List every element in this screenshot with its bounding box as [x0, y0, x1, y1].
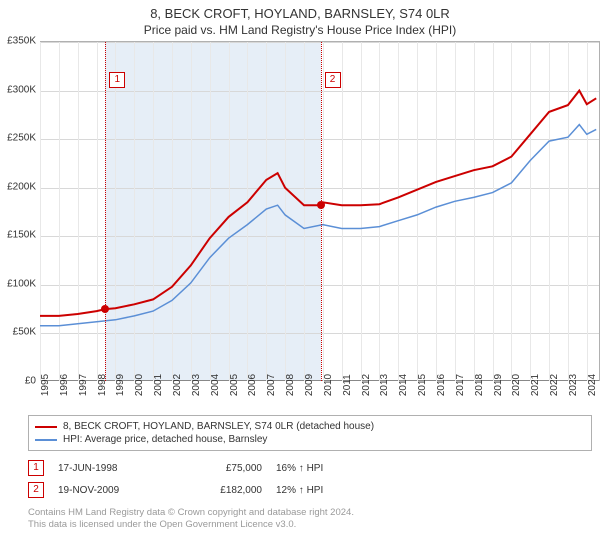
events-table: 1 17-JUN-1998 £75,000 16% ↑ HPI 2 19-NOV-2009…: [28, 457, 592, 501]
x-tick-label: 2022: [549, 374, 560, 396]
x-tick-label: 2004: [210, 374, 221, 396]
event-date: 17-JUN-1998: [58, 463, 178, 474]
event-badge: 1: [109, 72, 125, 88]
x-tick-label: 2019: [493, 374, 504, 396]
y-tick-label: £350K: [0, 36, 36, 47]
event-row: 2 19-NOV-2009 £182,000 12% ↑ HPI: [28, 479, 592, 501]
y-tick-label: £150K: [0, 230, 36, 241]
event-hpi-diff: 12% ↑ HPI: [276, 485, 366, 496]
legend: 8, BECK CROFT, HOYLAND, BARNSLEY, S74 0L…: [28, 415, 592, 451]
x-tick-label: 2001: [153, 374, 164, 396]
x-tick-label: 2005: [229, 374, 240, 396]
y-tick-label: £250K: [0, 133, 36, 144]
chart-title: 8, BECK CROFT, HOYLAND, BARNSLEY, S74 0L…: [0, 0, 600, 21]
x-tick-label: 2013: [379, 374, 390, 396]
plot-region: 12: [40, 41, 600, 381]
x-tick-label: 2023: [568, 374, 579, 396]
attribution-line: This data is licensed under the Open Gov…: [28, 519, 592, 531]
legend-item: HPI: Average price, detached house, Barn…: [35, 433, 585, 446]
chart-subtitle: Price paid vs. HM Land Registry's House …: [0, 21, 600, 41]
x-tick-label: 2018: [474, 374, 485, 396]
x-tick-label: 2011: [342, 374, 353, 396]
x-tick-label: 2006: [247, 374, 258, 396]
legend-swatch: [35, 426, 57, 428]
x-tick-label: 2002: [172, 374, 183, 396]
x-tick-label: 1996: [59, 374, 70, 396]
x-tick-label: 1999: [115, 374, 126, 396]
x-tick-label: 2010: [323, 374, 334, 396]
legend-label: HPI: Average price, detached house, Barn…: [63, 434, 267, 445]
y-tick-label: £300K: [0, 84, 36, 95]
event-price: £182,000: [192, 485, 262, 496]
legend-swatch: [35, 439, 57, 441]
event-point-icon: [317, 201, 325, 209]
x-tick-label: 2012: [361, 374, 372, 396]
x-tick-label: 2008: [285, 374, 296, 396]
event-hpi-diff: 16% ↑ HPI: [276, 463, 366, 474]
event-row: 1 17-JUN-1998 £75,000 16% ↑ HPI: [28, 457, 592, 479]
legend-label: 8, BECK CROFT, HOYLAND, BARNSLEY, S74 0L…: [63, 421, 374, 432]
legend-and-footer: 8, BECK CROFT, HOYLAND, BARNSLEY, S74 0L…: [28, 415, 592, 532]
event-marker-line: [321, 42, 322, 381]
chart-area: 12 £0£50K£100K£150K£200K£250K£300K£350K1…: [40, 41, 600, 411]
x-tick-label: 2015: [417, 374, 428, 396]
x-tick-label: 2021: [530, 374, 541, 396]
event-date: 19-NOV-2009: [58, 485, 178, 496]
x-tick-label: 2009: [304, 374, 315, 396]
x-tick-label: 1995: [40, 374, 51, 396]
y-tick-label: £0: [0, 376, 36, 387]
event-badge: 2: [28, 482, 44, 498]
x-tick-label: 2017: [455, 374, 466, 396]
x-tick-label: 2007: [266, 374, 277, 396]
x-tick-label: 2000: [134, 374, 145, 396]
attribution: Contains HM Land Registry data © Crown c…: [28, 507, 592, 532]
event-badge: 1: [28, 460, 44, 476]
x-tick-label: 2020: [511, 374, 522, 396]
event-point-icon: [101, 305, 109, 313]
x-tick-label: 2016: [436, 374, 447, 396]
event-price: £75,000: [192, 463, 262, 474]
chart-container: 8, BECK CROFT, HOYLAND, BARNSLEY, S74 0L…: [0, 0, 600, 560]
y-tick-label: £100K: [0, 278, 36, 289]
event-marker-line: [105, 42, 106, 381]
attribution-line: Contains HM Land Registry data © Crown c…: [28, 507, 592, 519]
y-tick-label: £200K: [0, 181, 36, 192]
x-tick-label: 2024: [587, 374, 598, 396]
legend-item: 8, BECK CROFT, HOYLAND, BARNSLEY, S74 0L…: [35, 420, 585, 433]
y-tick-label: £50K: [0, 327, 36, 338]
x-tick-label: 2014: [398, 374, 409, 396]
x-tick-label: 2003: [191, 374, 202, 396]
event-badge: 2: [325, 72, 341, 88]
x-tick-label: 1997: [78, 374, 89, 396]
x-tick-label: 1998: [97, 374, 108, 396]
